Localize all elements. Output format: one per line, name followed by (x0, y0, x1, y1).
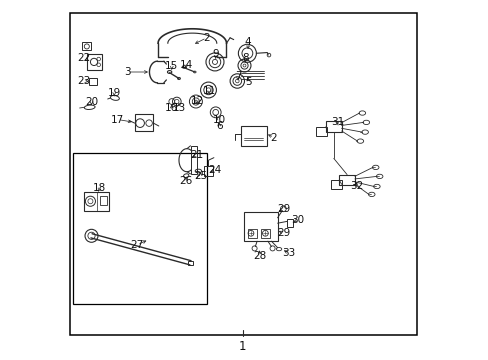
Text: 19: 19 (107, 88, 121, 98)
Bar (316, 127, 326, 136)
Bar (70, 13, 416, 335)
Bar (260, 229, 269, 238)
Text: 6: 6 (216, 121, 222, 131)
Bar (84, 192, 108, 211)
Bar (244, 212, 277, 241)
Bar (82, 42, 91, 50)
Text: 15: 15 (165, 60, 178, 71)
Text: 9: 9 (212, 49, 219, 59)
Text: 31: 31 (330, 117, 343, 127)
Bar (187, 261, 193, 265)
Text: 23: 23 (78, 76, 91, 86)
Bar (190, 146, 197, 174)
Text: 18: 18 (93, 183, 106, 193)
Bar (330, 180, 341, 189)
Text: 8: 8 (242, 53, 248, 63)
Text: 29: 29 (276, 204, 289, 214)
Text: 13: 13 (172, 103, 185, 113)
Text: 1: 1 (239, 340, 246, 353)
Text: 26: 26 (179, 176, 192, 186)
Bar (241, 126, 266, 146)
Bar (89, 78, 97, 85)
Text: 3: 3 (124, 67, 131, 77)
Text: 14: 14 (179, 60, 192, 70)
Text: 32: 32 (349, 181, 363, 192)
Text: 2: 2 (203, 33, 209, 43)
Bar (101, 196, 107, 205)
Text: 28: 28 (252, 251, 265, 261)
Text: 12: 12 (190, 96, 203, 106)
Text: 11: 11 (202, 86, 215, 96)
Text: 10: 10 (212, 114, 225, 125)
Bar (204, 166, 213, 176)
Bar (247, 229, 257, 238)
Text: 33: 33 (281, 248, 294, 258)
Text: 16: 16 (165, 103, 178, 113)
Bar (286, 219, 293, 227)
Text: 27: 27 (130, 240, 143, 250)
Text: 25: 25 (194, 171, 207, 181)
Text: 22: 22 (78, 53, 91, 63)
Text: 24: 24 (208, 165, 221, 175)
Text: 17: 17 (111, 114, 124, 125)
Text: 4: 4 (244, 37, 251, 48)
Text: 20: 20 (85, 96, 98, 107)
Text: 5: 5 (244, 77, 251, 87)
Bar (339, 175, 354, 185)
Bar (134, 114, 153, 131)
Text: 2: 2 (270, 132, 277, 143)
Bar (325, 121, 341, 132)
Bar (87, 54, 102, 70)
Text: 30: 30 (291, 215, 304, 225)
Bar (73, 153, 206, 304)
Text: 7: 7 (234, 71, 241, 81)
Text: 21: 21 (190, 150, 203, 160)
Text: 29: 29 (276, 228, 289, 238)
